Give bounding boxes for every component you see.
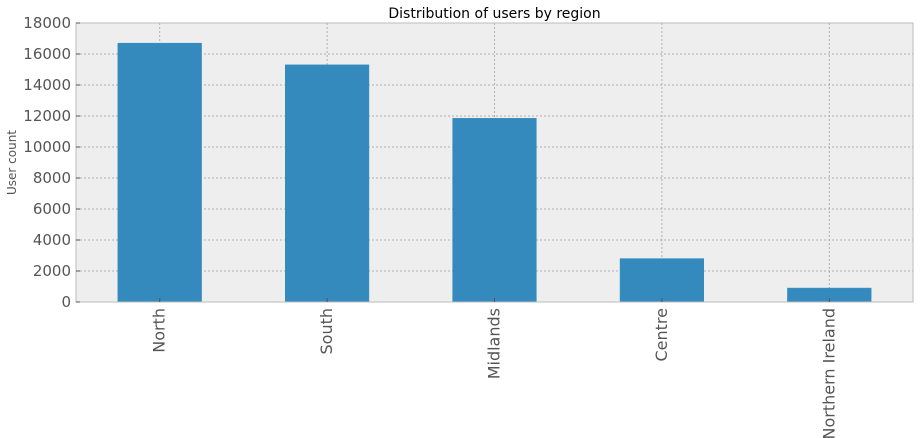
bar-midlands (452, 118, 537, 303)
y-tick-label: 8000 (33, 169, 71, 187)
y-axis-ticks: 0 2000 4000 6000 8000 10000 12000 14000 16000 180… (23, 14, 80, 311)
bar-centre (619, 258, 704, 303)
y-tick-label: 10000 (23, 138, 71, 156)
x-tick-label: Centre (652, 308, 671, 362)
x-tick-label: Midlands (485, 308, 504, 379)
y-tick-label: 2000 (33, 262, 71, 280)
y-tick-label: 16000 (23, 45, 71, 63)
y-tick-label: 0 (61, 293, 71, 311)
bar-north (117, 42, 202, 303)
y-tick-label: 12000 (23, 107, 71, 125)
chart-title: Distribution of users by region (388, 6, 600, 22)
y-tick-label: 18000 (23, 14, 71, 32)
bar-south (285, 64, 370, 303)
y-axis-label: User count (5, 130, 19, 195)
x-tick-label: South (317, 308, 336, 355)
bars (117, 42, 872, 303)
y-tick-label: 4000 (33, 231, 71, 249)
x-axis-ticks: North South Midlands Centre Northern Ireland (150, 298, 838, 438)
y-tick-label: 6000 (33, 200, 71, 218)
y-tick-label: 14000 (23, 76, 71, 94)
x-tick-label: Northern Ireland (819, 308, 838, 438)
x-tick-label: North (150, 308, 169, 353)
